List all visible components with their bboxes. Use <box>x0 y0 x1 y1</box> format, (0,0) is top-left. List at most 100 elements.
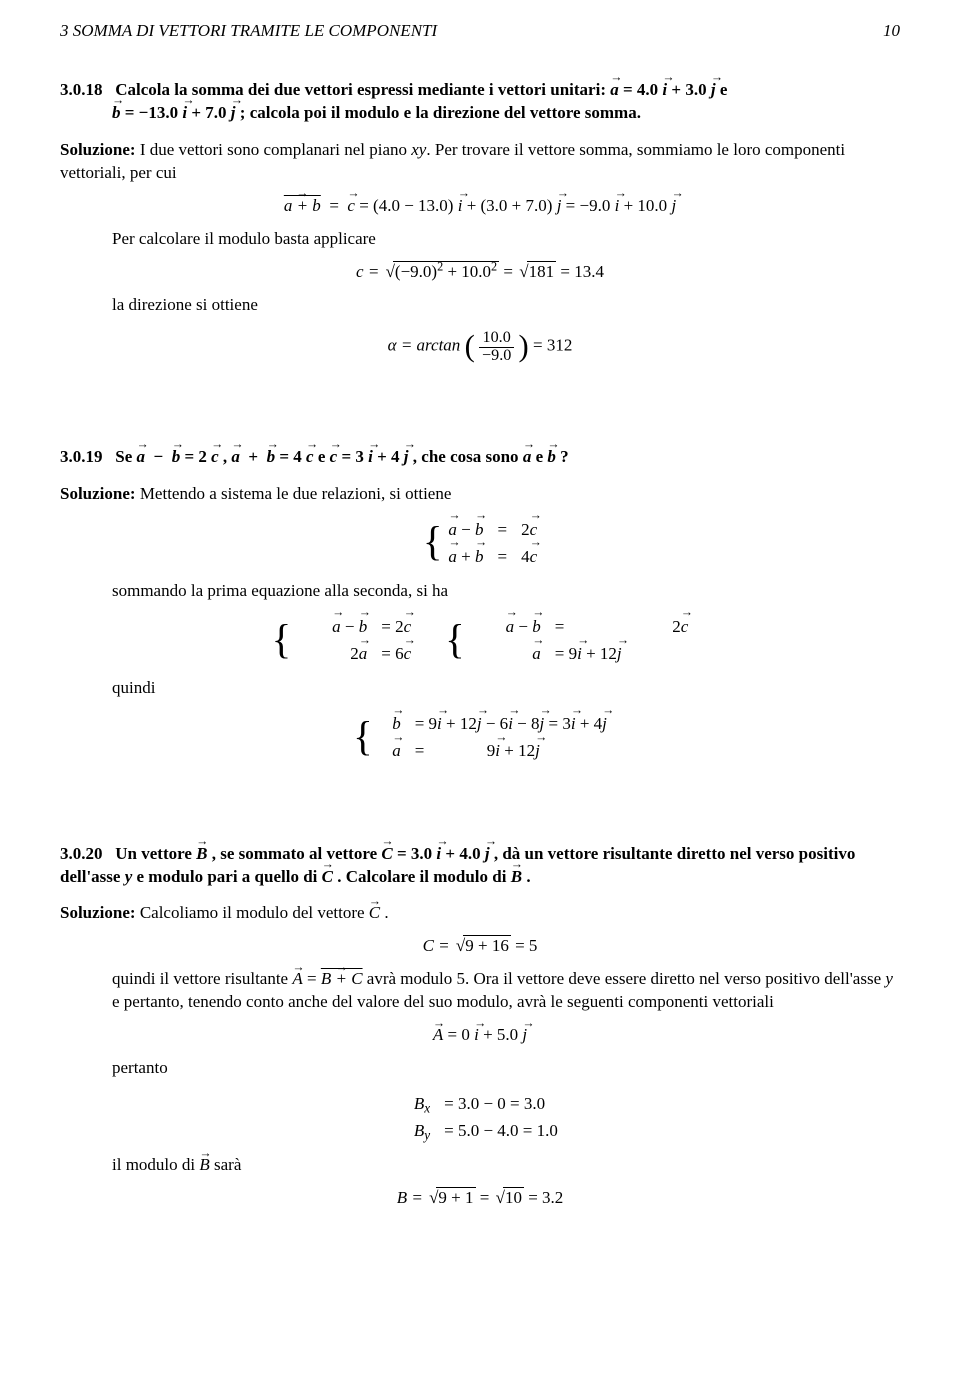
problem-number: 3.0.18 <box>60 80 103 99</box>
vec-i-icon: i <box>474 1024 479 1047</box>
txt: e pertanto, tenendo conto anche del valo… <box>112 992 774 1011</box>
eq-mod-3018: c = √(−9.0)2 + 10.02 = √181 = 13.4 <box>60 261 900 284</box>
vec-BplusC-icon: B + C <box>321 968 363 991</box>
sym: B + C <box>321 969 363 988</box>
sym: b <box>267 447 276 466</box>
vec-i-icon: i <box>615 195 620 218</box>
vec-b-icon: b <box>475 543 484 570</box>
sym: a <box>448 547 457 566</box>
txt: 2 <box>350 644 359 663</box>
txt: . Calcolare il modulo di <box>337 867 510 886</box>
vec-a-icon: a <box>523 446 532 469</box>
brace-system: { a − b = 2c a = 9i + 12j <box>445 613 688 667</box>
txt: = 5.0 − 4.0 = 1.0 <box>444 1117 558 1144</box>
paragraph-3020-3: il modulo di B sarà <box>60 1154 900 1177</box>
txt: = 0 <box>447 1025 469 1044</box>
sym: i <box>615 196 620 215</box>
brace-icon: { <box>445 624 465 657</box>
fraction: 10.0 −9.0 <box>479 330 514 365</box>
txt: 181 <box>527 261 557 281</box>
eq-alpha-3018: α = arctan ( 10.0 −9.0 ) = 312 <box>60 326 900 367</box>
txt: = <box>498 516 508 543</box>
solution-3019: Soluzione: Mettendo a sistema le due rel… <box>60 483 900 506</box>
txt: = 4.0 <box>623 80 662 99</box>
txt: , se sommato al vettore <box>212 844 382 863</box>
sym: j <box>671 196 676 215</box>
vec-c-icon: c <box>330 446 338 469</box>
txt: Calcoliamo il modulo del vettore <box>140 903 369 922</box>
vec-B-icon: B <box>196 843 207 866</box>
vec-aplusb-icon: a + b <box>284 195 321 218</box>
vec-A-icon: A <box>433 1024 443 1047</box>
sym: a <box>332 617 341 636</box>
sym: A <box>433 1025 443 1044</box>
sym: j <box>535 741 540 760</box>
vec-b-icon: b <box>547 446 556 469</box>
txt: = 3 <box>549 714 571 733</box>
txt: = <box>480 1188 494 1207</box>
txt: = 4 <box>279 447 301 466</box>
sym: a <box>523 447 532 466</box>
vec-a-icon: a <box>448 543 457 570</box>
sqrt-icon: √9 + 16 <box>454 935 511 958</box>
txt: avrà modulo 5. Ora il vettore deve esser… <box>367 969 886 988</box>
sym: B <box>199 1155 209 1174</box>
vec-j-icon: j <box>485 843 490 866</box>
sym: i <box>571 714 576 733</box>
sym: a <box>506 617 515 636</box>
mod-intro: Per calcolare il modulo basta applicare <box>60 228 900 251</box>
sqrt-icon: √(−9.0)2 + 10.02 <box>384 261 500 284</box>
sym: j <box>617 644 622 663</box>
sym: b <box>172 447 181 466</box>
sym: C <box>322 867 333 886</box>
sym: i <box>508 714 513 733</box>
sym: j <box>602 714 607 733</box>
sym: C <box>381 844 392 863</box>
vec-a-icon: a <box>506 613 515 640</box>
sym: B <box>196 844 207 863</box>
eq-A-comp: A = 0 i + 5.0 j <box>60 1024 900 1047</box>
paren-right-icon: ) <box>519 329 529 363</box>
sym: C <box>369 903 380 922</box>
txt: ; calcola poi il modulo e la direzione d… <box>240 103 641 122</box>
txt: = 2 <box>381 617 403 636</box>
txt: B = <box>397 1188 427 1207</box>
txt: + 5.0 <box>483 1025 518 1044</box>
sym: a <box>610 80 619 99</box>
header-page-num: 10 <box>883 20 900 43</box>
txt: α = arctan <box>388 336 465 355</box>
txt: ? <box>560 447 569 466</box>
vec-j-icon: j <box>522 1024 527 1047</box>
sym: j <box>711 80 716 99</box>
txt: −9.0 <box>479 348 514 365</box>
vec-a-icon: a <box>332 613 341 640</box>
vec-c-icon: c <box>306 446 314 469</box>
txt: 9 + 16 <box>463 935 511 955</box>
txt: = 9 <box>555 644 577 663</box>
sym: i <box>458 196 463 215</box>
txt: Se <box>115 447 136 466</box>
txt: + 10.0 <box>624 196 672 215</box>
txt: 2 <box>521 520 530 539</box>
vec-j-icon: j <box>617 640 622 667</box>
vec-B-icon: B <box>511 866 522 889</box>
txt: sommando la prima equazione alla seconda… <box>60 580 900 603</box>
txt: C = <box>423 936 454 955</box>
sym: B <box>511 867 522 886</box>
sym: i <box>495 741 500 760</box>
txt: = 6 <box>381 644 403 663</box>
brace-icon: { <box>272 624 292 657</box>
vec-i-icon: i <box>436 843 441 866</box>
sym: j <box>477 714 482 733</box>
sym: i <box>662 80 667 99</box>
brace-system: { b = 9i + 12j − 6i − 8j = 3i + 4j a = <box>353 710 607 764</box>
brace-system: { a − b = 2c 2a = 6c <box>272 613 411 667</box>
vec-i-icon: i <box>508 710 513 737</box>
txt: + 4.0 <box>445 844 480 863</box>
vec-c-icon: c <box>681 613 689 640</box>
brace-icon: { <box>423 526 443 559</box>
paren-left-icon: ( <box>465 329 475 363</box>
txt: = 3.0 − 0 = 3.0 <box>444 1090 545 1117</box>
txt: 9 <box>487 741 496 760</box>
eq-sum-3018: a + b = c = (4.0 − 13.0) i + (3.0 + 7.0)… <box>60 195 900 218</box>
